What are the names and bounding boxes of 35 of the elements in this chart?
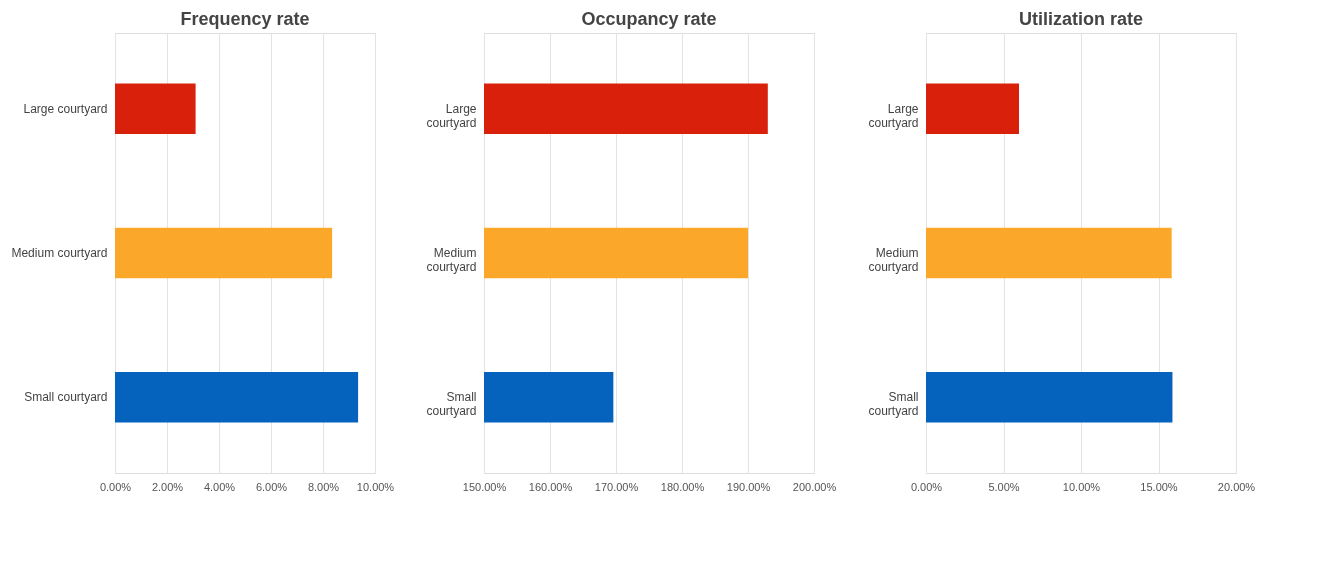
chart-title: Occupancy rate — [581, 9, 717, 29]
y-tick-label: Medium courtyard — [868, 246, 919, 274]
y-tick-label: Small courtyard — [868, 390, 919, 419]
y-tick-label: Large courtyard — [23, 101, 108, 116]
x-tick-label: 180.00% — [660, 480, 705, 493]
x-tick-label: 8.00% — [307, 480, 340, 493]
chart-title: Utilization rate — [1018, 9, 1144, 29]
x-tick-label: 5.00% — [988, 480, 1020, 493]
bar — [115, 83, 196, 134]
x-tick-label: 0.00% — [910, 480, 943, 493]
bar — [926, 83, 1019, 134]
x-tick-label: 150.00% — [462, 480, 507, 493]
x-tick-label: 10.00% — [1062, 480, 1101, 493]
y-tick-label: Large courtyard — [868, 101, 919, 130]
x-tick-label: 6.00% — [255, 480, 288, 493]
y-tick-label: Medium courtyard — [11, 246, 108, 260]
x-tick-label: 170.00% — [594, 480, 639, 493]
y-tick-label: Small courtyard — [426, 390, 477, 419]
x-tick-label: 2.00% — [151, 480, 184, 493]
x-tick-label: 0.00% — [99, 480, 132, 493]
x-tick-label: 200.00% — [792, 480, 837, 493]
chart-title: Frequency rate — [180, 9, 310, 29]
bar — [115, 227, 333, 279]
bar — [926, 227, 1172, 279]
bar — [115, 372, 359, 423]
x-tick-label: 15.00% — [1140, 480, 1178, 493]
y-tick-label: Large courtyard — [426, 101, 477, 130]
x-tick-label: 190.00% — [726, 480, 771, 493]
x-tick-label: 4.00% — [203, 480, 236, 493]
y-tick-label: Medium courtyard — [426, 246, 477, 274]
x-tick-label: 160.00% — [528, 480, 573, 493]
y-tick-label: Small courtyard — [24, 390, 108, 405]
x-tick-label: 10.00% — [356, 480, 395, 493]
x-tick-label: 20.00% — [1217, 480, 1256, 493]
bar — [926, 372, 1173, 423]
